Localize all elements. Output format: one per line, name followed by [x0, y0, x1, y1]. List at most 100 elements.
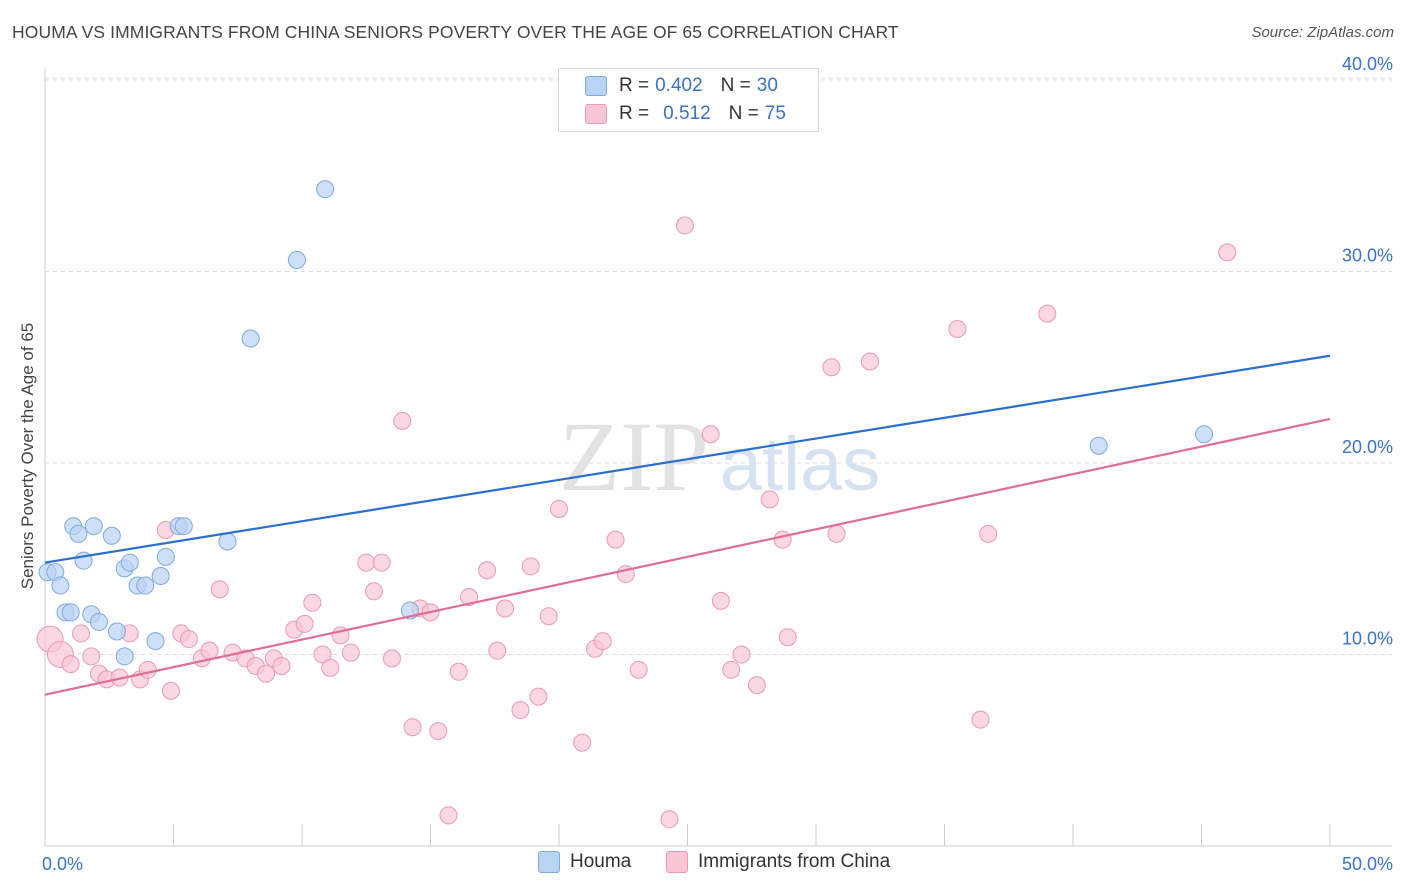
houma-point: [107, 622, 126, 641]
china-point: [539, 607, 558, 626]
china-point: [200, 641, 219, 660]
china-point: [449, 662, 468, 681]
china-point: [478, 561, 497, 580]
china-point: [1218, 243, 1237, 262]
china-point: [773, 530, 792, 549]
houma-swatch: [585, 76, 607, 96]
houma-point: [174, 517, 193, 536]
china-point: [971, 710, 990, 729]
houma-legend-label: Houma: [570, 851, 632, 872]
china-point: [496, 599, 515, 618]
china-swatch: [585, 104, 607, 124]
legend-r-value: 0.402: [655, 75, 703, 96]
correlation-legend: R = 0.402 N = 30 R = 0.512 N = 75: [558, 68, 819, 132]
china-point: [364, 582, 383, 601]
gridlines: [45, 77, 1392, 655]
houma-point: [120, 553, 139, 572]
houma-point: [89, 612, 108, 631]
legend-row-houma: R = 0.402 N = 30: [585, 74, 778, 98]
china-point: [488, 641, 507, 660]
china-point: [272, 656, 291, 675]
china-point: [778, 628, 797, 647]
china-point: [860, 352, 879, 371]
x-tick-label: 0.0%: [42, 854, 83, 874]
tick-labels: 10.0% 20.0% 30.0% 40.0% 0.0% 50.0%: [42, 54, 1393, 874]
houma-point: [156, 547, 175, 566]
china-point: [210, 580, 229, 599]
axes: [44, 68, 1392, 847]
china-point: [747, 676, 766, 695]
houma-point: [1089, 436, 1108, 455]
data-points: [36, 180, 1237, 829]
china-point: [257, 664, 276, 683]
china-point: [827, 524, 846, 543]
china-point: [822, 358, 841, 377]
china-point: [979, 524, 998, 543]
china-legend-swatch: [666, 851, 688, 873]
watermark-zip: ZIP: [559, 401, 709, 512]
china-point: [82, 647, 101, 666]
x-tick-label: 50.0%: [1342, 854, 1393, 874]
houma-point: [151, 566, 170, 585]
china-point: [321, 658, 340, 677]
china-legend-label: Immigrants from China: [698, 851, 891, 872]
china-point: [429, 722, 448, 741]
houma-point: [84, 517, 103, 536]
china-point: [161, 681, 180, 700]
houma-point: [115, 647, 134, 666]
china-point: [629, 660, 648, 679]
houma-point: [1195, 425, 1214, 444]
china-point: [529, 687, 548, 706]
trend-lines: [44, 354, 1331, 696]
houma-point: [287, 251, 306, 270]
china-point: [675, 216, 694, 235]
houma-point: [51, 576, 70, 595]
china-point: [460, 588, 479, 607]
legend-item-houma: Houma: [538, 851, 631, 873]
chart-title: HOUMA VS IMMIGRANTS FROM CHINA SENIORS P…: [12, 22, 899, 42]
china-point: [660, 810, 679, 829]
china-point: [550, 499, 568, 518]
houma-trend-line: [44, 354, 1331, 564]
watermark-atlas: atlas: [720, 422, 881, 507]
houma-point: [241, 329, 260, 348]
houma-point: [69, 524, 88, 543]
y-tick-label: 40.0%: [1342, 54, 1393, 74]
legend-r-label: R =: [619, 103, 650, 124]
houma-point: [146, 632, 165, 651]
legend-row-china: R = 0.512 N = 75: [585, 102, 786, 126]
legend-item-china: Immigrants from China: [666, 851, 890, 873]
china-point: [722, 660, 741, 679]
legend-n-value: 30: [756, 75, 778, 96]
houma-point: [102, 526, 121, 545]
china-point: [341, 643, 360, 662]
watermark: ZIP atlas: [559, 401, 880, 512]
china-point: [593, 632, 612, 651]
china-point: [403, 718, 422, 737]
houma-point: [218, 532, 237, 551]
houma-point: [136, 576, 155, 595]
china-point: [61, 655, 80, 674]
legend-r-label: R =: [619, 75, 650, 96]
china-point: [357, 553, 376, 572]
china-point: [303, 593, 322, 612]
legend-n-label: N =: [728, 103, 759, 124]
source-credit: Source: ZipAtlas.com: [1251, 24, 1394, 41]
houma-legend-swatch: [538, 851, 560, 873]
china-point: [372, 553, 391, 572]
houma-point: [316, 180, 335, 199]
houma-point: [61, 603, 80, 622]
china-point: [511, 701, 530, 720]
china-point: [1038, 304, 1057, 323]
china-point: [711, 591, 730, 610]
china-point: [179, 630, 198, 649]
china-point: [313, 645, 332, 664]
china-point: [732, 645, 751, 664]
china-point: [138, 660, 157, 679]
china-point: [521, 557, 540, 576]
china-point: [573, 733, 592, 752]
china-point: [382, 649, 401, 668]
china-point: [71, 624, 90, 643]
y-tick-label: 10.0%: [1342, 629, 1393, 649]
legend-n-label: N =: [720, 75, 751, 96]
